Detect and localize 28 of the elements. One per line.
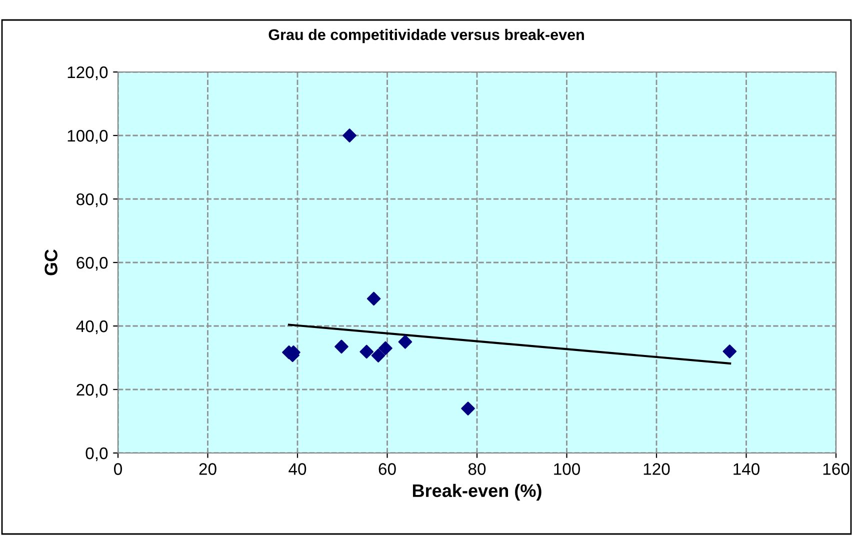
point bbox=[360, 344, 374, 359]
y-tick-label: 80,0 bbox=[76, 193, 108, 208]
point bbox=[371, 348, 386, 362]
point bbox=[722, 344, 737, 358]
x-axis-title: Break-even (%) bbox=[412, 484, 542, 501]
point bbox=[398, 334, 412, 349]
chart-title: Grau de competitividade versus break-even bbox=[268, 28, 584, 44]
x-tick-label: 60 bbox=[378, 463, 396, 475]
point bbox=[366, 292, 381, 306]
point bbox=[334, 340, 348, 354]
y-tick-label: 60,0 bbox=[76, 256, 108, 271]
x-tick-label: 80 bbox=[468, 463, 486, 475]
y-tick-label: 20,0 bbox=[76, 384, 108, 398]
x-tick-label: 120 bbox=[644, 463, 670, 475]
y-tick-label: 120,0 bbox=[68, 66, 108, 80]
x-tick-label: 100 bbox=[554, 463, 580, 475]
x-tick-label: 160 bbox=[823, 463, 850, 475]
x-tick-label: 20 bbox=[199, 463, 216, 475]
y-tick-label: 0,0 bbox=[86, 447, 108, 462]
y-axis-title: GC bbox=[44, 249, 58, 276]
y-tick-label: 100,0 bbox=[68, 130, 108, 144]
point bbox=[342, 128, 356, 142]
point bbox=[461, 402, 475, 416]
x-tick-label: 0 bbox=[114, 463, 122, 475]
x-tick-label: 40 bbox=[288, 463, 306, 475]
x-tick-label: 140 bbox=[734, 463, 760, 475]
point bbox=[378, 341, 392, 356]
y-tick-label: 40,0 bbox=[76, 320, 108, 334]
